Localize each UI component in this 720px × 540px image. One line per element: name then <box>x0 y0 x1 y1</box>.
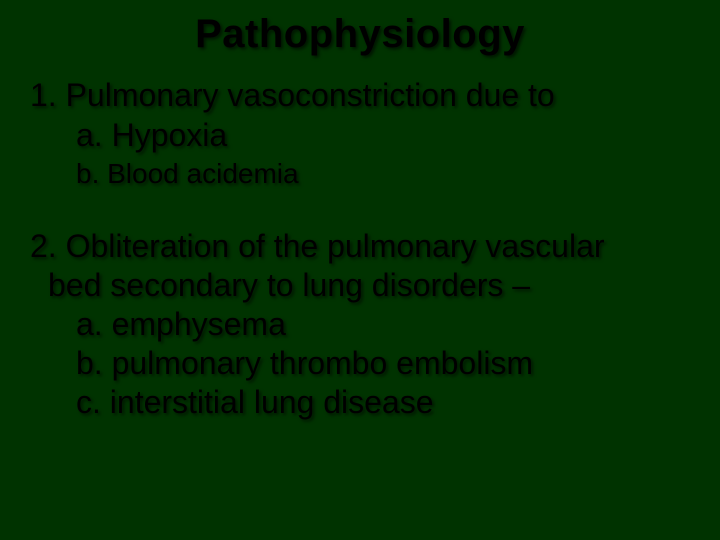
slide: Pathophysiology 1. Pulmonary vasoconstri… <box>0 0 720 540</box>
point-2: 2. Obliteration of the pulmonary vascula… <box>30 227 690 422</box>
point-1-b: b. Blood acidemia <box>30 155 690 193</box>
point-2-c: c. interstitial lung disease <box>30 383 690 422</box>
point-1: 1. Pulmonary vasoconstriction due to a. … <box>30 75 690 193</box>
slide-title: Pathophysiology <box>30 12 690 57</box>
point-2-line2: bed secondary to lung disorders – <box>30 266 690 305</box>
point-2-line1: 2. Obliteration of the pulmonary vascula… <box>30 227 690 266</box>
point-2-b: b. pulmonary thrombo embolism <box>30 344 690 383</box>
spacer <box>30 193 690 227</box>
point-1-heading: 1. Pulmonary vasoconstriction due to <box>30 75 690 115</box>
point-2-a: a. emphysema <box>30 305 690 344</box>
point-1-a: a. Hypoxia <box>30 115 690 155</box>
